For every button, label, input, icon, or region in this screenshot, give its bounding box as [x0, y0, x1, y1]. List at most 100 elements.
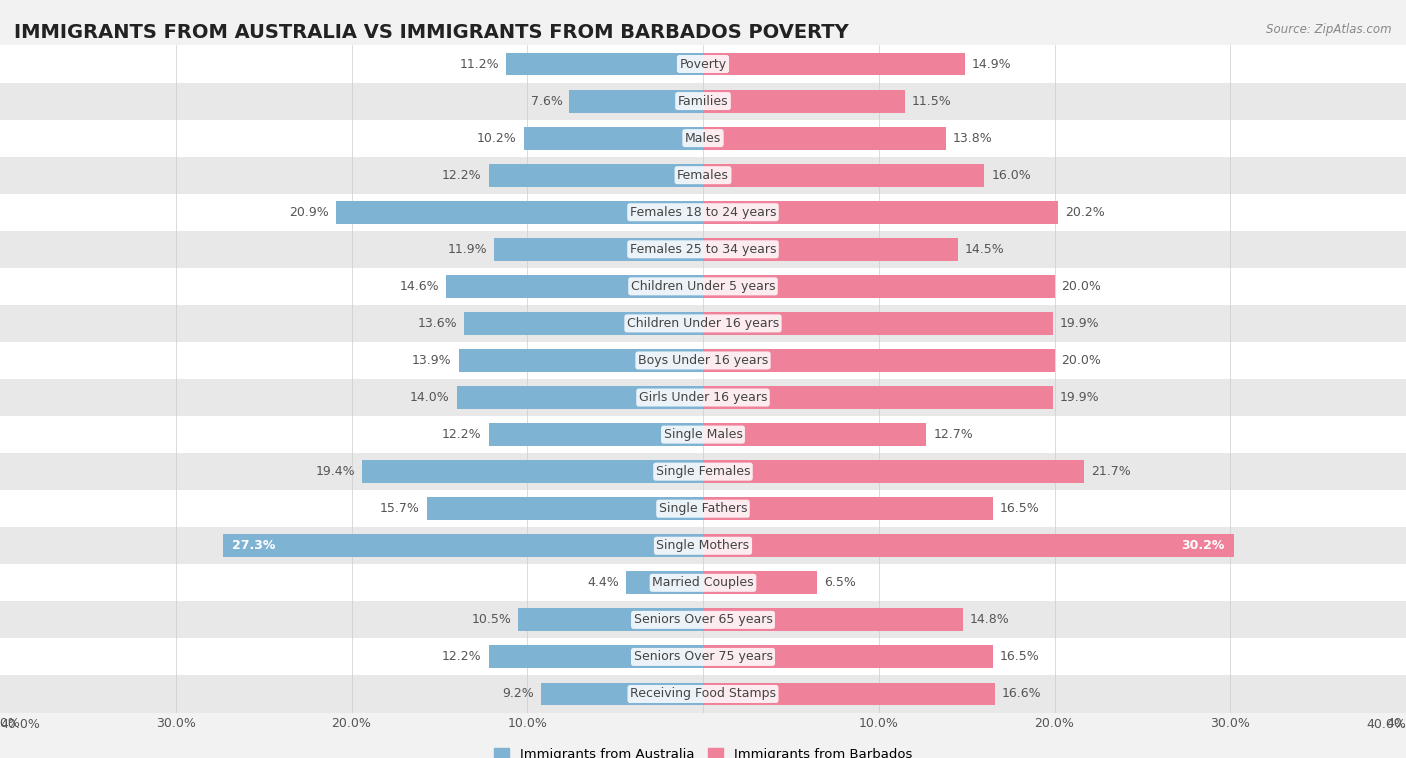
Bar	[0, 601, 1406, 638]
Bar	[519, 609, 703, 631]
Bar	[427, 497, 703, 520]
Bar	[489, 423, 703, 446]
Text: 12.2%: 12.2%	[441, 428, 481, 441]
Text: Single Fathers: Single Fathers	[659, 503, 747, 515]
Legend: Immigrants from Australia, Immigrants from Barbados: Immigrants from Australia, Immigrants fr…	[488, 742, 918, 758]
Text: Single Females: Single Females	[655, 465, 751, 478]
Bar	[0, 194, 1406, 230]
Bar	[363, 460, 703, 483]
Text: 16.0%: 16.0%	[991, 169, 1031, 182]
Text: 16.6%: 16.6%	[1001, 688, 1042, 700]
Bar	[506, 52, 703, 76]
Bar	[489, 646, 703, 669]
Bar	[703, 164, 984, 186]
Text: Boys Under 16 years: Boys Under 16 years	[638, 354, 768, 367]
Text: 20.9%: 20.9%	[288, 205, 329, 219]
Text: Females 25 to 34 years: Females 25 to 34 years	[630, 243, 776, 255]
Bar	[703, 609, 963, 631]
Bar	[703, 497, 993, 520]
Bar	[458, 349, 703, 372]
Text: Girls Under 16 years: Girls Under 16 years	[638, 391, 768, 404]
Text: Families: Families	[678, 95, 728, 108]
Text: Children Under 16 years: Children Under 16 years	[627, 317, 779, 330]
Text: 11.9%: 11.9%	[447, 243, 486, 255]
Bar	[703, 423, 927, 446]
Bar	[0, 45, 1406, 83]
Text: 20.0%: 20.0%	[1062, 354, 1101, 367]
Text: 27.3%: 27.3%	[232, 539, 276, 553]
Text: 12.2%: 12.2%	[441, 169, 481, 182]
Text: 20.0%: 20.0%	[1062, 280, 1101, 293]
Text: Receiving Food Stamps: Receiving Food Stamps	[630, 688, 776, 700]
Bar	[524, 127, 703, 149]
Text: 19.9%: 19.9%	[1060, 391, 1099, 404]
Bar	[0, 416, 1406, 453]
Bar	[0, 83, 1406, 120]
Bar	[0, 379, 1406, 416]
Text: Seniors Over 65 years: Seniors Over 65 years	[634, 613, 772, 626]
Text: 14.5%: 14.5%	[965, 243, 1005, 255]
Text: 13.8%: 13.8%	[953, 132, 993, 145]
Bar	[703, 386, 1053, 409]
Bar	[703, 349, 1054, 372]
Bar	[703, 460, 1084, 483]
Bar	[703, 238, 957, 261]
Bar	[457, 386, 703, 409]
Bar	[0, 675, 1406, 713]
Text: Single Mothers: Single Mothers	[657, 539, 749, 553]
Text: 40.0%: 40.0%	[1367, 718, 1406, 731]
Bar	[0, 564, 1406, 601]
Bar	[703, 201, 1057, 224]
Bar	[703, 89, 905, 112]
Bar	[703, 312, 1053, 335]
Text: Single Males: Single Males	[664, 428, 742, 441]
Bar	[0, 453, 1406, 490]
Bar	[541, 682, 703, 706]
Text: 40.0%: 40.0%	[0, 718, 39, 731]
Text: 12.7%: 12.7%	[934, 428, 973, 441]
Bar	[569, 89, 703, 112]
Text: 6.5%: 6.5%	[824, 576, 856, 589]
Text: Males: Males	[685, 132, 721, 145]
Text: Source: ZipAtlas.com: Source: ZipAtlas.com	[1267, 23, 1392, 36]
Text: 13.9%: 13.9%	[412, 354, 451, 367]
Text: 30.2%: 30.2%	[1181, 539, 1225, 553]
Bar	[0, 528, 1406, 564]
Text: 10.2%: 10.2%	[477, 132, 517, 145]
Text: 20.2%: 20.2%	[1066, 205, 1105, 219]
Text: 14.0%: 14.0%	[411, 391, 450, 404]
Bar	[0, 157, 1406, 194]
Text: 16.5%: 16.5%	[1000, 503, 1040, 515]
Text: 7.6%: 7.6%	[530, 95, 562, 108]
Text: 11.2%: 11.2%	[460, 58, 499, 70]
Bar	[489, 164, 703, 186]
Text: 15.7%: 15.7%	[380, 503, 420, 515]
Bar	[626, 572, 703, 594]
Text: Females: Females	[678, 169, 728, 182]
Text: 4.4%: 4.4%	[586, 576, 619, 589]
Text: 12.2%: 12.2%	[441, 650, 481, 663]
Bar	[0, 305, 1406, 342]
Bar	[703, 127, 945, 149]
Text: 9.2%: 9.2%	[502, 688, 534, 700]
Text: Poverty: Poverty	[679, 58, 727, 70]
Text: 14.9%: 14.9%	[972, 58, 1011, 70]
Bar	[494, 238, 703, 261]
Text: 11.5%: 11.5%	[912, 95, 952, 108]
Text: Females 18 to 24 years: Females 18 to 24 years	[630, 205, 776, 219]
Bar	[703, 682, 995, 706]
Text: 19.9%: 19.9%	[1060, 317, 1099, 330]
Bar	[0, 342, 1406, 379]
Text: Married Couples: Married Couples	[652, 576, 754, 589]
Bar	[703, 646, 993, 669]
Bar	[703, 534, 1234, 557]
Text: 10.5%: 10.5%	[471, 613, 512, 626]
Bar	[703, 572, 817, 594]
Bar	[703, 52, 965, 76]
Bar	[0, 268, 1406, 305]
Bar	[336, 201, 703, 224]
Text: IMMIGRANTS FROM AUSTRALIA VS IMMIGRANTS FROM BARBADOS POVERTY: IMMIGRANTS FROM AUSTRALIA VS IMMIGRANTS …	[14, 23, 849, 42]
Bar	[447, 275, 703, 298]
Bar	[464, 312, 703, 335]
Bar	[224, 534, 703, 557]
